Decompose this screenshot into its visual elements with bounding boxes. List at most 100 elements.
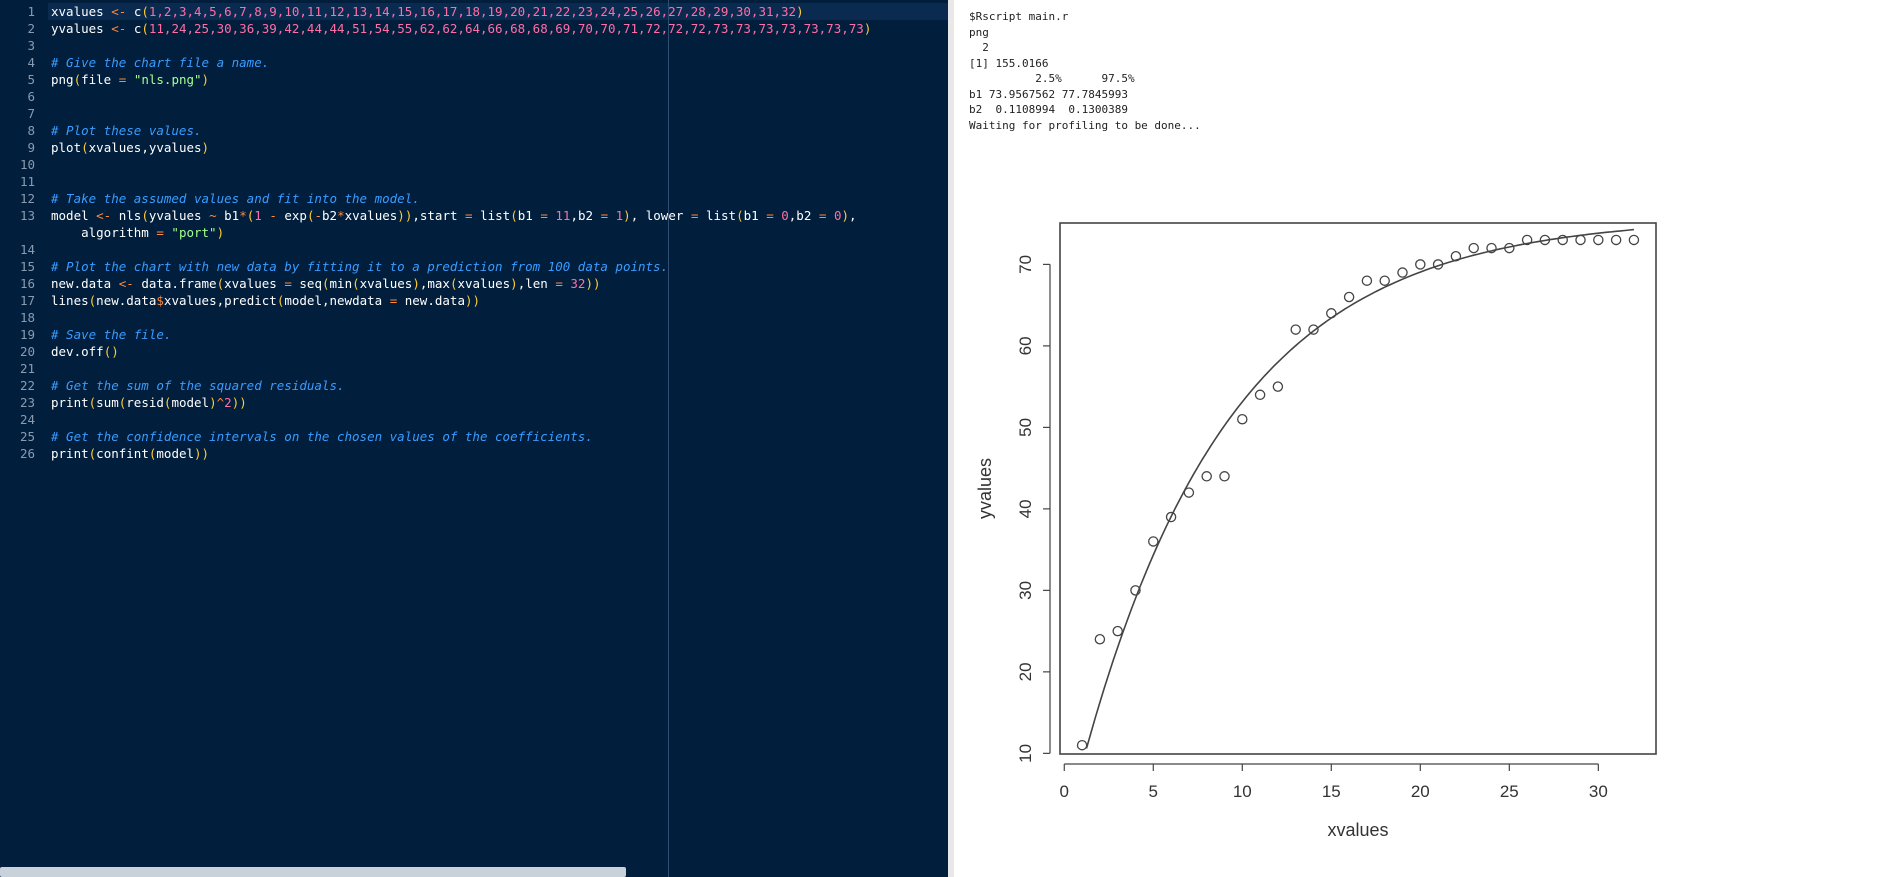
line-number: 20 xyxy=(19,344,35,359)
code-line[interactable]: print(confint(model)) xyxy=(51,445,209,462)
code-token: )) xyxy=(585,276,601,291)
data-point xyxy=(1593,234,1604,246)
data-point xyxy=(1308,324,1319,335)
code-line[interactable]: png(file = "nls.png") xyxy=(51,71,209,88)
line-number: 15 xyxy=(19,259,35,274)
code-token: <- xyxy=(96,208,112,223)
code-token: # Plot these values. xyxy=(51,123,202,138)
code-token: ( xyxy=(246,208,255,223)
line-number: 2 xyxy=(27,21,35,36)
line-number: 6 xyxy=(27,89,35,104)
code-token: 32 xyxy=(570,276,586,291)
code-token: ( xyxy=(216,276,225,291)
code-token: yvalues xyxy=(51,21,112,36)
code-line[interactable]: new.data <- data.frame(xvalues = seq(min… xyxy=(51,275,601,292)
code-token xyxy=(126,21,134,36)
code-line[interactable]: model <- nls(yvalues ~ b1*(1 - exp(-b2*x… xyxy=(51,207,857,224)
code-token: () xyxy=(103,344,119,359)
code-token: c xyxy=(133,4,142,19)
code-line[interactable]: # Get the confidence intervals on the ch… xyxy=(51,428,593,445)
code-token xyxy=(826,208,834,223)
console-line: $Rscript main.r xyxy=(969,10,1069,23)
code-token: ( xyxy=(88,395,97,410)
data-point xyxy=(1343,291,1355,303)
code-line[interactable]: yvalues <- c(11,24,25,30,36,39,42,44,44,… xyxy=(51,20,871,37)
x-tick-label: 10 xyxy=(1233,782,1252,801)
data-point xyxy=(1628,234,1640,246)
y-tick-label: 40 xyxy=(1016,499,1035,518)
code-token: xvalues xyxy=(51,4,112,19)
line-number: 1 xyxy=(27,4,35,19)
y-axis-label: yvalues xyxy=(975,458,995,519)
data-point xyxy=(1521,234,1533,246)
code-token: ( xyxy=(510,208,518,223)
code-line[interactable]: # Give the chart file a name. xyxy=(51,54,269,71)
code-token: ) xyxy=(841,208,850,223)
code-token: )) xyxy=(397,208,413,223)
code-token: b1 xyxy=(517,208,541,223)
code-line[interactable]: algorithm = "port") xyxy=(51,224,224,241)
code-token: nls xyxy=(111,208,142,223)
code-token: xvalues xyxy=(359,276,413,291)
data-point xyxy=(1575,234,1586,246)
code-token: ( xyxy=(321,276,330,291)
code-token: ,len xyxy=(517,276,556,291)
data-point xyxy=(1610,234,1622,246)
line-number: 8 xyxy=(27,123,35,138)
print-margin-line xyxy=(668,0,669,877)
code-token: print xyxy=(51,395,89,410)
data-point xyxy=(1539,234,1551,246)
code-token: "port" xyxy=(171,225,217,240)
code-token: = xyxy=(156,225,164,240)
code-token xyxy=(126,72,134,87)
code-token: # Plot the chart with new data by fittin… xyxy=(51,259,669,274)
plot-box xyxy=(1059,222,1657,755)
code-token: ,max xyxy=(419,276,450,291)
code-line[interactable]: print(sum(resid(model)^2)) xyxy=(51,394,247,411)
x-tick-label: 20 xyxy=(1411,782,1430,801)
code-line[interactable]: # Save the file. xyxy=(51,326,171,343)
code-token: xvalues xyxy=(457,276,511,291)
code-line[interactable]: # Get the sum of the squared residuals. xyxy=(51,377,345,394)
code-line[interactable]: # Plot the chart with new data by fittin… xyxy=(51,258,668,275)
code-token: ,start xyxy=(412,208,466,223)
code-token: plot xyxy=(51,140,82,155)
code-editor[interactable]: 1 2 3 4 5 6 7 8 9 10 11 12 13 14 15 16 17 18 19 20 21 22 23 24 2… xyxy=(0,0,948,877)
code-token: xvalues xyxy=(224,276,285,291)
line-number: 21 xyxy=(19,361,35,376)
code-token: # Take the assumed values and fit into t… xyxy=(51,191,420,206)
code-token: = xyxy=(465,208,473,223)
code-line[interactable]: dev.off() xyxy=(51,343,119,360)
x-tick-label: 25 xyxy=(1500,782,1519,801)
code-token: ( xyxy=(736,208,744,223)
code-token: model xyxy=(156,446,195,461)
line-number: 17 xyxy=(19,293,35,308)
code-line[interactable]: plot(xvalues,yvalues) xyxy=(51,139,209,156)
code-token: file xyxy=(81,72,119,87)
data-point xyxy=(1254,389,1266,401)
fitted-curve xyxy=(1085,228,1634,749)
code-token: ) xyxy=(201,140,210,155)
code-token: ) xyxy=(412,276,420,291)
code-token: model,newdata xyxy=(284,293,390,308)
console-line: Waiting for profiling to be done... xyxy=(969,118,1201,132)
code-token: xvalues,predict xyxy=(163,293,277,308)
data-point xyxy=(1486,242,1497,254)
code-token: 2 xyxy=(224,395,232,410)
horizontal-scrollbar[interactable] xyxy=(0,867,626,877)
output-console: $Rscript main.r png 2 [1] 155.0166 2.5% 97… xyxy=(954,0,1892,877)
x-tick-label: 15 xyxy=(1322,782,1341,801)
code-token: list xyxy=(698,208,737,223)
nls-plot: 0 5 10 15 20 25 30 10 20 30 40 50 60 70 xvalues yvalues xyxy=(975,222,1657,840)
code-line[interactable]: lines(new.data$xvalues,predict(model,new… xyxy=(51,292,480,309)
code-token: model xyxy=(171,395,210,410)
console-line: [1] 155.0166 xyxy=(969,56,1049,70)
data-point xyxy=(1415,259,1426,270)
code-line[interactable]: # Take the assumed values and fit into t… xyxy=(51,190,420,207)
code-token: = xyxy=(389,293,398,308)
code-token: ( xyxy=(141,4,149,19)
code-line[interactable]: # Plot these values. xyxy=(51,122,202,139)
pane-divider[interactable] xyxy=(948,0,954,877)
code-line[interactable]: xvalues <- c(1,2,3,4,5,6,7,8,9,10,11,12,… xyxy=(51,3,804,20)
code-token: # Save the file. xyxy=(51,327,172,342)
